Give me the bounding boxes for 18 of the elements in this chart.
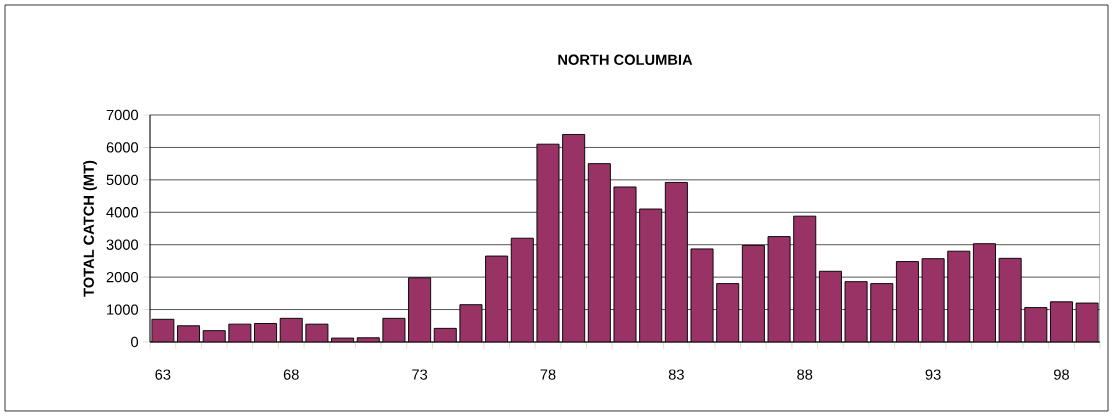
x-tick-label: 73	[412, 369, 428, 380]
y-tick-label: 0	[131, 336, 139, 348]
x-tick-label: 98	[1054, 369, 1069, 380]
chart-title: NORTH COLUMBIA	[558, 54, 693, 65]
y-tick-label: 7000	[106, 109, 139, 121]
y-tick-label: 3000	[106, 239, 139, 250]
x-tick-label: 68	[283, 369, 299, 380]
y-tick-label: 1000	[107, 304, 139, 315]
x-tick-label: 93	[925, 369, 941, 380]
x-tick-label: 88	[797, 369, 813, 380]
y-tick-label: 2000	[106, 271, 139, 283]
y-tick-label: 5000	[106, 174, 139, 186]
y-tick-label: 4000	[106, 207, 139, 218]
x-tick-label: 78	[540, 369, 556, 380]
y-axis-title: TOTAL CATCH (MT)	[83, 160, 97, 297]
y-tick-label: 6000	[106, 142, 139, 153]
x-tick-label: 63	[155, 369, 171, 380]
x-tick-label: 83	[668, 369, 684, 380]
